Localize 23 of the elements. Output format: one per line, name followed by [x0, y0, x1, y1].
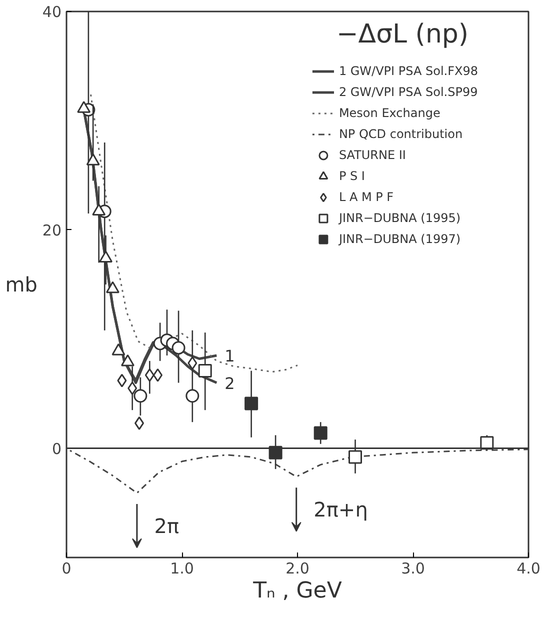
legend-label: JINR−DUBNA (1995) — [338, 211, 461, 225]
legend-label: L A M P F — [338, 190, 394, 204]
chart-title: −ΔσL (np) — [336, 20, 469, 50]
annotation: 2π — [154, 514, 180, 538]
x-tick-label: 2.0 — [286, 560, 310, 578]
annotation: 2 — [224, 374, 235, 393]
annotation: 2π+η — [314, 497, 368, 522]
y-tick-label: 0 — [52, 440, 62, 458]
annotation: 1 — [224, 346, 235, 366]
y-tick-label: 40 — [42, 3, 62, 21]
x-tick-label: 3.0 — [401, 560, 425, 578]
x-axis-title: Tₙ , GeV — [252, 578, 342, 604]
y-tick-label: 20 — [42, 221, 62, 240]
legend-label: NP QCD contribution — [338, 127, 463, 141]
legend-label: JINR−DUBNA (1997) — [338, 232, 461, 246]
x-tick-label: 4.0 — [516, 560, 540, 578]
legend-label: 2 GW/VPI PSA Sol.SP99 — [338, 85, 478, 99]
legend-label: SATURNE II — [338, 148, 406, 162]
legend-label: P S I — [338, 169, 365, 183]
x-tick-label: 1.0 — [170, 560, 194, 578]
y-axis-title: mb — [5, 272, 38, 296]
legend-label: Meson Exchange — [338, 106, 440, 120]
legend-label: 1 GW/VPI PSA Sol.FX98 — [338, 64, 478, 78]
